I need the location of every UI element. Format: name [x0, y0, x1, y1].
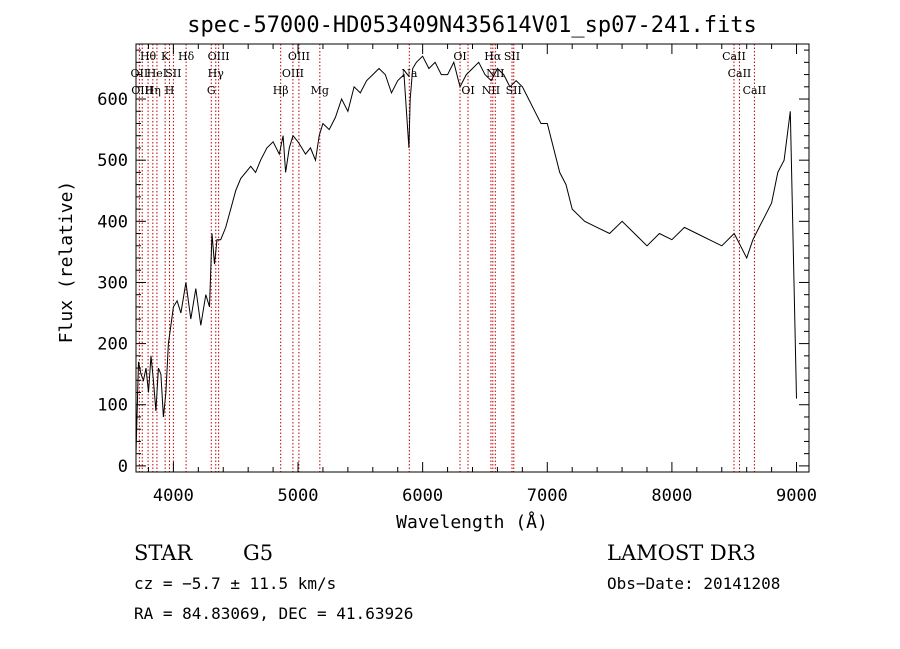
spectral-line-label: Hα — [484, 50, 502, 63]
y-tick-label: 0 — [118, 457, 128, 477]
spectral-line-label: SII — [165, 67, 181, 80]
spectral-line-label: CaII — [722, 50, 746, 63]
spectral-line-markers — [138, 44, 755, 472]
plot-frame — [135, 43, 810, 473]
spectral-line-label: SII — [504, 50, 520, 63]
y-tick-label: 400 — [97, 212, 128, 232]
spectral-line-label: CaII — [728, 67, 752, 80]
x-tick-label: 8000 — [651, 486, 692, 506]
spectral-line-label: SII — [506, 84, 522, 97]
spectral-line-label: Na — [401, 67, 418, 80]
spectral-line-label: Hβ — [273, 84, 289, 97]
y-axis-ticks: 0 100 200 300 400 500 600 — [97, 49, 809, 477]
redshift-cz: cz = −5.7 ± 11.5 km/s — [134, 574, 336, 593]
object-class: STAR — [134, 541, 193, 565]
spectral-line-label: Hη — [145, 84, 161, 97]
y-tick-label: 600 — [97, 90, 128, 110]
spectral-line-label: HeI — [147, 67, 167, 80]
x-tick-label: 4000 — [153, 486, 194, 506]
y-axis-label: Flux (relative) — [56, 181, 77, 344]
spectral-line-labels: OIIOIIIHθHηHeIKHSIIHδGHγOIIIHβOIIIOIIIMg… — [131, 50, 767, 97]
spectral-line-label: OIII — [288, 50, 310, 63]
spectral-line-label: CaII — [743, 84, 767, 97]
spectral-line-label: K — [161, 50, 170, 63]
ra-dec-coordinates: RA = 84.83069, DEC = 41.63926 — [134, 604, 413, 623]
y-tick-label: 200 — [97, 335, 128, 355]
observation-date: Obs−Date: 20141208 — [607, 574, 780, 593]
spectrum-line — [135, 55, 797, 454]
spectral-line-label: NII — [482, 84, 500, 97]
y-tick-label: 300 — [97, 273, 128, 293]
x-tick-label: 6000 — [402, 486, 443, 506]
object-subclass: G5 — [243, 541, 273, 565]
spectral-line-label: OIII — [208, 50, 230, 63]
spectral-line-label: OIII — [282, 67, 304, 80]
x-axis-ticks: 4000 5000 6000 7000 8000 9000 — [147, 44, 817, 506]
spectral-line-label: Hγ — [208, 67, 225, 80]
spectral-line-label: Mg — [311, 84, 329, 97]
chart-title: spec-57000-HD053409N435614V01_sp07-241.f… — [187, 13, 757, 38]
x-axis-label: Wavelength (Å) — [396, 511, 548, 533]
x-tick-label: 9000 — [776, 486, 817, 506]
y-tick-label: 100 — [97, 396, 128, 416]
survey-name: LAMOST DR3 — [607, 541, 756, 565]
x-tick-label: 5000 — [278, 486, 319, 506]
spectral-line-label: OI — [461, 84, 474, 97]
spectral-line-label: Hθ — [140, 50, 157, 63]
spectral-line-label: OI — [453, 50, 466, 63]
x-tick-label: 7000 — [527, 486, 568, 506]
spectral-line-label: H — [165, 84, 175, 97]
spectral-line-label: G — [207, 84, 216, 97]
y-tick-label: 500 — [97, 151, 128, 171]
spectral-line-label: Hδ — [178, 50, 195, 63]
spectral-line-label: OII — [131, 67, 149, 80]
